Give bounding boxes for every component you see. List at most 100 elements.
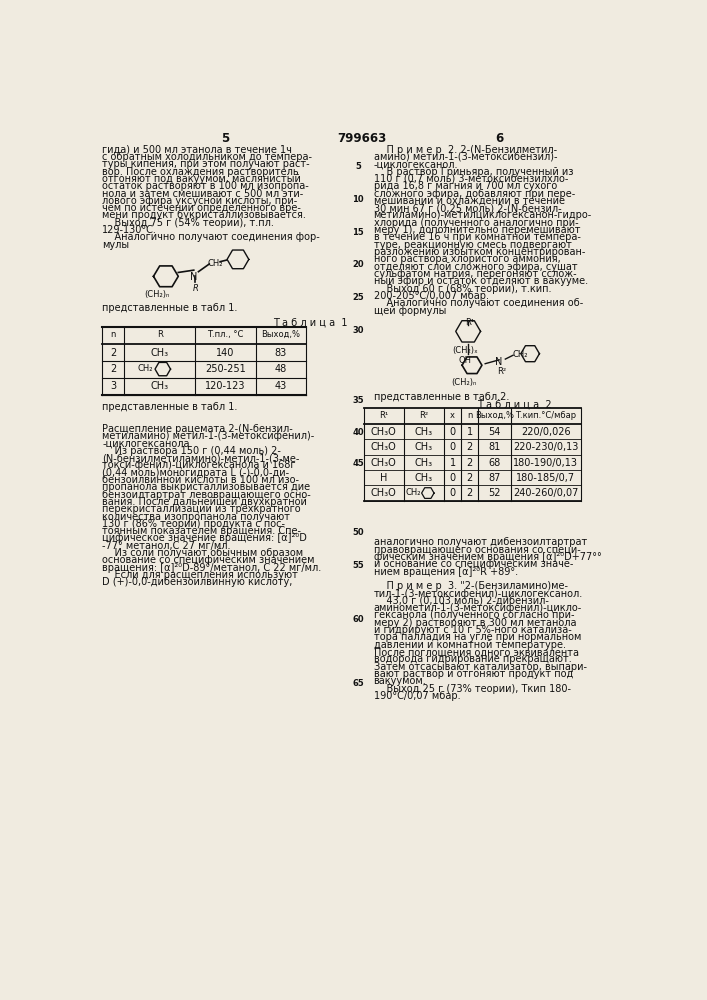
Text: 10: 10 xyxy=(352,195,364,204)
Text: тил-1-(3-метоксифенил)-циклогексанол.: тил-1-(3-метоксифенил)-циклогексанол. xyxy=(373,589,583,599)
Text: Если для расщепления используют: Если для расщепления используют xyxy=(103,570,298,580)
Text: туре, реакционную смесь подвергают: туре, реакционную смесь подвергают xyxy=(373,240,571,250)
Text: 120-123: 120-123 xyxy=(205,381,246,391)
Text: отгоняют под вакуумом, маслянистый: отгоняют под вакуумом, маслянистый xyxy=(103,174,301,184)
Text: аналогично получают дибензоилтартрат: аналогично получают дибензоилтартрат xyxy=(373,537,587,547)
Text: Аналогично получают соединения фор-: Аналогично получают соединения фор- xyxy=(103,232,320,242)
Text: 52: 52 xyxy=(489,488,501,498)
Text: n: n xyxy=(110,330,116,339)
Text: 65: 65 xyxy=(352,679,364,688)
Text: 60: 60 xyxy=(352,615,364,624)
Text: сложного эфира, добавляют при пере-: сложного эфира, добавляют при пере- xyxy=(373,189,575,199)
Text: 50: 50 xyxy=(352,528,364,537)
Text: ного раствора хлористого аммония,: ного раствора хлористого аммония, xyxy=(373,254,561,264)
Text: 799663: 799663 xyxy=(337,132,387,145)
Text: вания. После дальнейшей двухкратной: вания. После дальнейшей двухкратной xyxy=(103,497,308,507)
Text: R²: R² xyxy=(419,411,428,420)
Text: После поглощения одного эквивалента: После поглощения одного эквивалента xyxy=(373,647,578,657)
Text: CH₃: CH₃ xyxy=(415,458,433,468)
Text: 180-190/0,13: 180-190/0,13 xyxy=(513,458,578,468)
Text: 30 мин 67 г (0,25 моль) 2-(N-бензил-: 30 мин 67 г (0,25 моль) 2-(N-бензил- xyxy=(373,203,561,213)
Text: CH₃: CH₃ xyxy=(415,427,433,437)
Text: (0,44 моль)моногидрата L (-)-0,0-ди-: (0,44 моль)моногидрата L (-)-0,0-ди- xyxy=(103,468,289,478)
Text: 1: 1 xyxy=(450,458,456,468)
Text: CH₃: CH₃ xyxy=(151,348,169,358)
Text: отделяют слой сложного эфира, сушат: отделяют слой сложного эфира, сушат xyxy=(373,262,577,272)
Text: 25: 25 xyxy=(352,293,364,302)
Text: 180-185/0,7: 180-185/0,7 xyxy=(516,473,575,483)
Text: в течение 16 ч при комнатной темпера-: в течение 16 ч при комнатной темпера- xyxy=(373,232,580,242)
Text: разложению избытком концентрирован-: разложению избытком концентрирован- xyxy=(373,247,585,257)
Text: CH₃O: CH₃O xyxy=(370,427,397,437)
Text: аминометил-1-(3-метоксифенил)-цикло-: аминометил-1-(3-метоксифенил)-цикло- xyxy=(373,603,582,613)
Text: -циклогексанола.: -циклогексанола. xyxy=(103,438,193,448)
Text: вор. После охлаждения растворитель: вор. После охлаждения растворитель xyxy=(103,167,299,177)
Text: 43: 43 xyxy=(275,381,287,391)
Text: тоянным показателем вращения. Спе-: тоянным показателем вращения. Спе- xyxy=(103,526,301,536)
Text: гексанола (полученного согласно при-: гексанола (полученного согласно при- xyxy=(373,610,574,620)
Text: 129-130°С.: 129-130°С. xyxy=(103,225,157,235)
Text: В раствор Гриньяра, полученный из: В раствор Гриньяра, полученный из xyxy=(373,167,573,177)
Text: Т а б л и ц а  1: Т а б л и ц а 1 xyxy=(274,318,348,328)
Text: CH₃: CH₃ xyxy=(151,381,169,391)
Text: мулы: мулы xyxy=(103,240,129,250)
Text: вращения: [α]²⁰D-89°/метанол, С 22 мг/мл.: вращения: [α]²⁰D-89°/метанол, С 22 мг/мл… xyxy=(103,563,322,573)
Text: CH₃O: CH₃O xyxy=(370,488,397,498)
Text: R²: R² xyxy=(498,367,507,376)
Text: перекристаллизации из трехкратного: перекристаллизации из трехкратного xyxy=(103,504,301,514)
Text: 2: 2 xyxy=(110,364,116,374)
Text: нола и затем смешивают с 500 мл эти-: нола и затем смешивают с 500 мл эти- xyxy=(103,189,303,199)
Text: меру 1), дополнительно перемешивают: меру 1), дополнительно перемешивают xyxy=(373,225,580,235)
Text: тора палладия на угле при нормальном: тора палладия на угле при нормальном xyxy=(373,632,581,642)
Text: 130 г (86% теории) продукта с пос-: 130 г (86% теории) продукта с пос- xyxy=(103,519,286,529)
Text: CH₂: CH₂ xyxy=(513,350,528,359)
Text: Выход,%: Выход,% xyxy=(262,330,300,339)
Text: нием вращения [α]²⁰R +89°.: нием вращения [α]²⁰R +89°. xyxy=(373,567,518,577)
Text: CH₂: CH₂ xyxy=(208,259,223,268)
Text: Расщепление рацемата 2-(N-бензил-: Расщепление рацемата 2-(N-бензил- xyxy=(103,424,293,434)
Text: вакуумом.: вакуумом. xyxy=(373,676,426,686)
Text: CH₃O: CH₃O xyxy=(370,458,397,468)
Text: 0: 0 xyxy=(450,473,456,483)
Text: Выход 75 г (54% теории), т.пл.: Выход 75 г (54% теории), т.пл. xyxy=(103,218,274,228)
Text: OH: OH xyxy=(459,356,472,365)
Text: H: H xyxy=(380,473,387,483)
Text: 55: 55 xyxy=(352,561,364,570)
Text: D (+)-0,0-дибензоилвинную кислоту,: D (+)-0,0-дибензоилвинную кислоту, xyxy=(103,577,293,587)
Text: мени продукт бүкристаллизовывается.: мени продукт бүкристаллизовывается. xyxy=(103,210,306,220)
Text: 87: 87 xyxy=(489,473,501,483)
Text: 110 г (0,7 моль) 3-метоксибензилхло-: 110 г (0,7 моль) 3-метоксибензилхло- xyxy=(373,174,568,184)
Text: 81: 81 xyxy=(489,442,501,452)
Text: Т.кип.°С/мбар: Т.кип.°С/мбар xyxy=(515,411,576,420)
Text: чем по истечении определенного вре-: чем по истечении определенного вре- xyxy=(103,203,301,213)
Text: 250-251: 250-251 xyxy=(205,364,246,374)
Text: 45: 45 xyxy=(352,459,364,468)
Text: CH₃O: CH₃O xyxy=(370,442,397,452)
Text: 2: 2 xyxy=(467,473,473,483)
Text: (CH₂)ₙ: (CH₂)ₙ xyxy=(144,290,170,299)
Text: пропанола выкристаллизовывается дие: пропанола выкристаллизовывается дие xyxy=(103,482,310,492)
Text: правовращающего основания со специ-: правовращающего основания со специ- xyxy=(373,545,580,555)
Text: 43,0 г (0,103 моль) 2-дибензил-: 43,0 г (0,103 моль) 2-дибензил- xyxy=(373,596,549,606)
Text: 0: 0 xyxy=(450,427,456,437)
Text: туры кипения, при этом получают раст-: туры кипения, при этом получают раст- xyxy=(103,159,310,169)
Text: 40: 40 xyxy=(352,428,364,437)
Text: 54: 54 xyxy=(489,427,501,437)
Text: Затем отсасывают катализатор, выпари-: Затем отсасывают катализатор, выпари- xyxy=(373,662,587,672)
Text: бензоилтартрат левовращающего осно-: бензоилтартрат левовращающего осно- xyxy=(103,490,311,500)
Text: 2: 2 xyxy=(467,458,473,468)
Text: Т.пл., °С: Т.пл., °С xyxy=(207,330,244,339)
Text: (N-бензилметиламино)-метил-1-(3-ме-: (N-бензилметиламино)-метил-1-(3-ме- xyxy=(103,453,300,463)
Text: CH₂: CH₂ xyxy=(405,488,421,497)
Text: 68: 68 xyxy=(489,458,501,468)
Text: Выход,%: Выход,% xyxy=(475,411,514,420)
Text: хлорида (полученного аналогично при-: хлорида (полученного аналогично при- xyxy=(373,218,578,228)
Text: Выход 60 г (68% теории), т.кип.: Выход 60 г (68% теории), т.кип. xyxy=(373,284,551,294)
Text: и основание со специфическим значе-: и основание со специфическим значе- xyxy=(373,559,573,569)
Text: фическим значением вращения [α]²⁰D+77°°: фическим значением вращения [α]²⁰D+77°° xyxy=(373,552,602,562)
Text: R: R xyxy=(157,330,163,339)
Text: мешивании и охлаждении в течение: мешивании и охлаждении в течение xyxy=(373,196,565,206)
Text: 190°С/0,07 мбар.: 190°С/0,07 мбар. xyxy=(373,691,460,701)
Text: 240-260/0,07: 240-260/0,07 xyxy=(513,488,578,498)
Text: (CH₂)ₙ: (CH₂)ₙ xyxy=(451,378,477,387)
